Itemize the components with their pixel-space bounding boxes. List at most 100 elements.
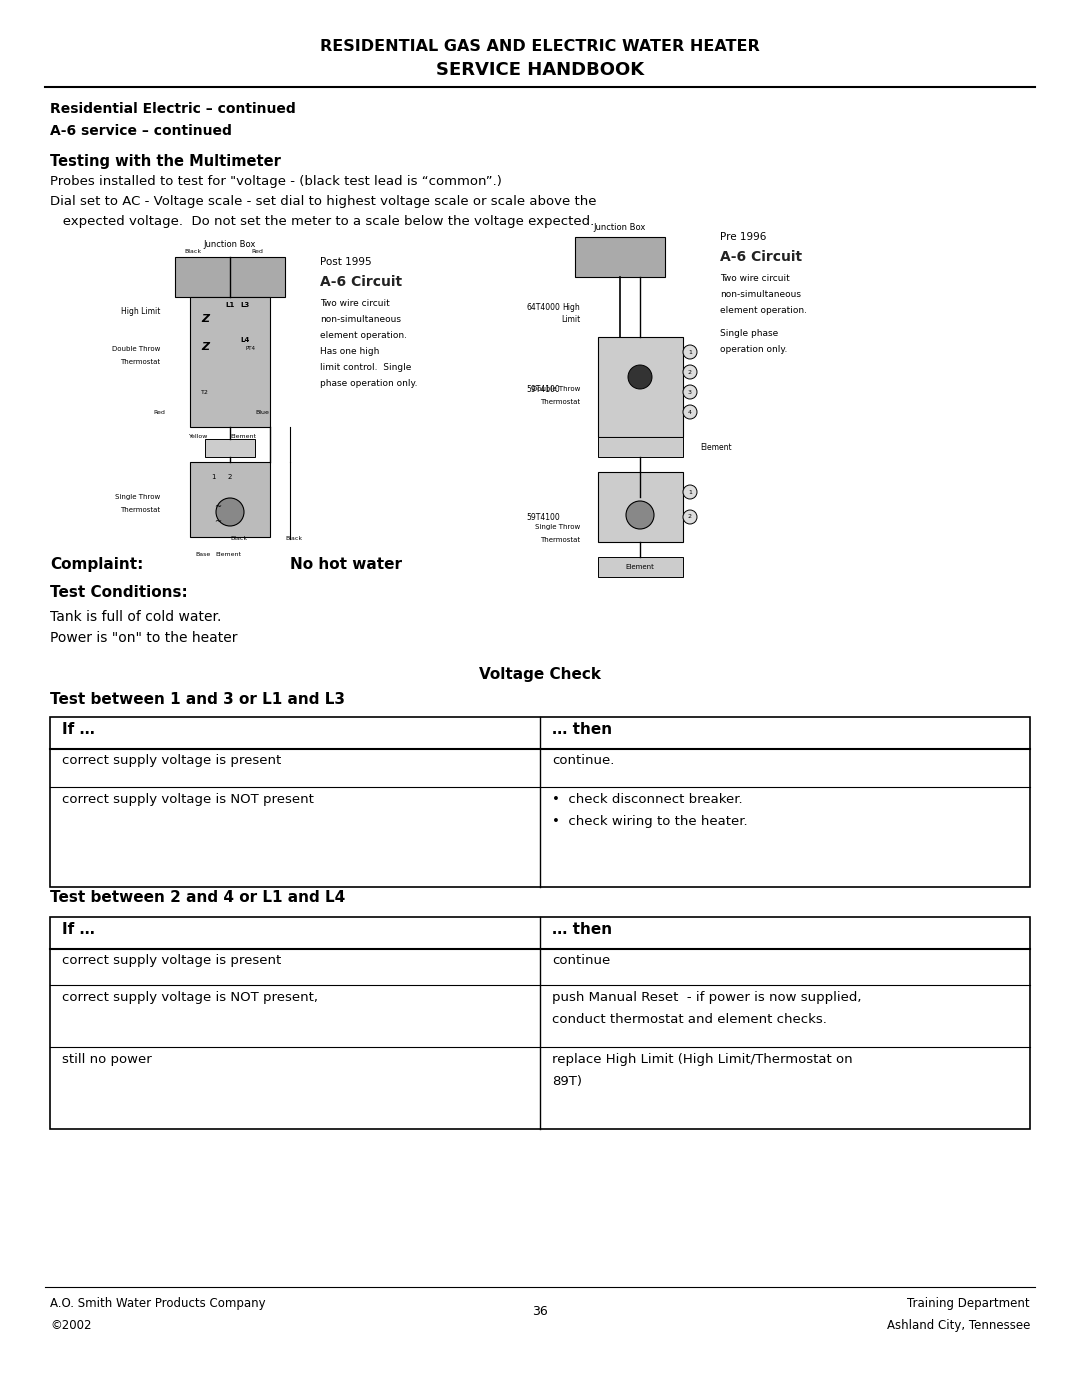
Text: … then: … then bbox=[552, 922, 612, 937]
Text: Single Throw: Single Throw bbox=[535, 524, 580, 529]
Text: Testing with the Multimeter: Testing with the Multimeter bbox=[50, 154, 281, 169]
Text: Test Conditions:: Test Conditions: bbox=[50, 585, 188, 599]
Text: 1: 1 bbox=[688, 349, 692, 355]
Text: Double Throw: Double Throw bbox=[531, 386, 580, 393]
Bar bbox=[190, 462, 270, 536]
Text: correct supply voltage is present: correct supply voltage is present bbox=[62, 954, 281, 967]
Text: Thermostat: Thermostat bbox=[540, 536, 580, 543]
Text: non-simultaneous: non-simultaneous bbox=[720, 291, 801, 299]
Text: If …: If … bbox=[62, 722, 95, 738]
Text: L1: L1 bbox=[226, 302, 234, 307]
Text: Power is "on" to the heater: Power is "on" to the heater bbox=[50, 631, 238, 645]
Text: correct supply voltage is present: correct supply voltage is present bbox=[62, 754, 281, 767]
Text: No hot water: No hot water bbox=[291, 557, 402, 571]
Text: A.O. Smith Water Products Company: A.O. Smith Water Products Company bbox=[50, 1296, 266, 1310]
Text: Thermostat: Thermostat bbox=[120, 359, 160, 365]
Text: Z: Z bbox=[201, 314, 210, 324]
Text: Complaint:: Complaint: bbox=[50, 557, 144, 571]
Text: Double Throw: Double Throw bbox=[111, 346, 160, 352]
Text: 36: 36 bbox=[532, 1305, 548, 1317]
Bar bbox=[50, 717, 1030, 887]
Text: Red: Red bbox=[251, 249, 262, 254]
Text: element operation.: element operation. bbox=[320, 331, 407, 339]
Text: correct supply voltage is NOT present,: correct supply voltage is NOT present, bbox=[62, 990, 318, 1004]
Text: L3: L3 bbox=[241, 302, 249, 307]
Text: Dial set to AC - Voltage scale - set dial to highest voltage scale or scale abov: Dial set to AC - Voltage scale - set dia… bbox=[50, 196, 596, 208]
Text: Thermostat: Thermostat bbox=[120, 507, 160, 513]
Text: T2: T2 bbox=[201, 390, 208, 394]
Text: Probes installed to test for "voltage - (black test lead is “common”.): Probes installed to test for "voltage - … bbox=[50, 175, 502, 189]
Text: ~: ~ bbox=[215, 503, 221, 511]
Circle shape bbox=[216, 497, 244, 527]
Text: Ashland City, Tennessee: Ashland City, Tennessee bbox=[887, 1319, 1030, 1331]
Text: Black: Black bbox=[185, 249, 202, 254]
Text: phase operation only.: phase operation only. bbox=[320, 379, 418, 388]
Bar bbox=[190, 298, 270, 427]
Text: conduct thermostat and element checks.: conduct thermostat and element checks. bbox=[552, 1013, 827, 1025]
Text: continue: continue bbox=[552, 954, 610, 967]
Text: Single phase: Single phase bbox=[720, 330, 779, 338]
Circle shape bbox=[683, 386, 697, 400]
Text: Thermostat: Thermostat bbox=[540, 400, 580, 405]
Text: Z: Z bbox=[201, 342, 210, 352]
Text: Black: Black bbox=[285, 536, 302, 542]
Circle shape bbox=[683, 405, 697, 419]
Text: Black: Black bbox=[230, 536, 247, 542]
Circle shape bbox=[683, 510, 697, 524]
Bar bbox=[598, 472, 683, 542]
Text: •  check disconnect breaker.: • check disconnect breaker. bbox=[552, 793, 743, 806]
Text: ©2002: ©2002 bbox=[50, 1319, 92, 1331]
Text: limit control.  Single: limit control. Single bbox=[320, 363, 411, 372]
Text: Red: Red bbox=[153, 409, 165, 415]
Text: 59T4100: 59T4100 bbox=[526, 384, 561, 394]
Text: RESIDENTIAL GAS AND ELECTRIC WATER HEATER: RESIDENTIAL GAS AND ELECTRIC WATER HEATE… bbox=[320, 39, 760, 54]
Bar bbox=[598, 557, 683, 577]
Bar bbox=[205, 439, 255, 457]
Text: A-6 Circuit: A-6 Circuit bbox=[720, 250, 802, 264]
Text: PT4: PT4 bbox=[245, 346, 255, 352]
Text: L4: L4 bbox=[241, 337, 249, 344]
Text: continue.: continue. bbox=[552, 754, 615, 767]
Text: Element: Element bbox=[700, 443, 731, 451]
Text: Voltage Check: Voltage Check bbox=[480, 666, 600, 682]
Bar bbox=[575, 237, 665, 277]
Text: 59T4100: 59T4100 bbox=[526, 513, 561, 521]
Text: Test between 2 and 4 or L1 and L4: Test between 2 and 4 or L1 and L4 bbox=[50, 890, 346, 905]
Text: 2: 2 bbox=[688, 369, 692, 374]
Text: Element: Element bbox=[230, 434, 256, 440]
Text: Element: Element bbox=[625, 564, 654, 570]
Text: If …: If … bbox=[62, 922, 95, 937]
Text: still no power: still no power bbox=[62, 1053, 152, 1066]
Text: Post 1995: Post 1995 bbox=[320, 257, 372, 267]
Text: … then: … then bbox=[552, 722, 612, 738]
Text: 3: 3 bbox=[688, 390, 692, 394]
Text: ~: ~ bbox=[215, 517, 221, 527]
Text: Test between 1 and 3 or L1 and L3: Test between 1 and 3 or L1 and L3 bbox=[50, 692, 345, 707]
Text: Two wire circuit: Two wire circuit bbox=[720, 274, 789, 284]
Text: replace High Limit (High Limit/Thermostat on: replace High Limit (High Limit/Thermosta… bbox=[552, 1053, 852, 1066]
Bar bbox=[598, 337, 683, 437]
Text: Junction Box: Junction Box bbox=[594, 224, 646, 232]
Text: 89T): 89T) bbox=[552, 1076, 582, 1088]
Text: expected voltage.  Do not set the meter to a scale below the voltage expected.: expected voltage. Do not set the meter t… bbox=[50, 215, 594, 228]
Text: operation only.: operation only. bbox=[720, 345, 787, 353]
Circle shape bbox=[626, 502, 654, 529]
Text: A-6 Circuit: A-6 Circuit bbox=[320, 275, 402, 289]
Text: A-6 service – continued: A-6 service – continued bbox=[50, 124, 232, 138]
Text: 1: 1 bbox=[688, 489, 692, 495]
Text: non-simultaneous: non-simultaneous bbox=[320, 314, 401, 324]
Text: Training Department: Training Department bbox=[907, 1296, 1030, 1310]
Text: High: High bbox=[563, 303, 580, 312]
Text: Has one high: Has one high bbox=[320, 346, 379, 356]
Text: Element: Element bbox=[215, 552, 241, 557]
Bar bbox=[598, 437, 683, 457]
Bar bbox=[175, 257, 285, 298]
Text: Residential Electric – continued: Residential Electric – continued bbox=[50, 102, 296, 116]
Text: push Manual Reset  - if power is now supplied,: push Manual Reset - if power is now supp… bbox=[552, 990, 862, 1004]
Text: 4: 4 bbox=[688, 409, 692, 415]
Text: SERVICE HANDBOOK: SERVICE HANDBOOK bbox=[436, 61, 644, 80]
Text: element operation.: element operation. bbox=[720, 306, 807, 314]
Circle shape bbox=[627, 365, 652, 388]
Text: Base: Base bbox=[195, 552, 211, 557]
Text: 64T4000: 64T4000 bbox=[526, 303, 561, 312]
